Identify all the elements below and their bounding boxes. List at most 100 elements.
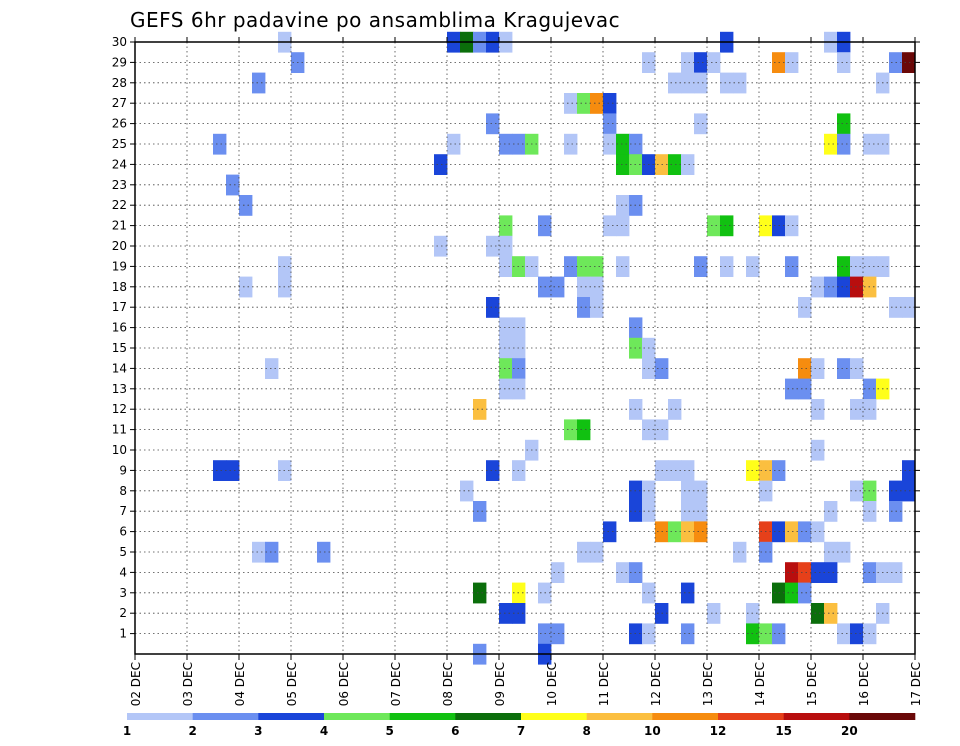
data-cell: [499, 133, 513, 155]
data-cell: [668, 399, 682, 420]
data-cell: [460, 480, 474, 502]
data-cell: [551, 623, 565, 645]
legend-swatch: [455, 713, 522, 720]
data-cell: [694, 52, 708, 73]
data-cell: [811, 439, 825, 461]
data-cell: [837, 358, 851, 379]
x-tick-label: 15 DEC: [805, 662, 819, 706]
legend-swatch: [521, 713, 587, 720]
x-tick-label: 05 DEC: [285, 662, 299, 706]
y-tick-label: 5: [119, 545, 127, 559]
y-tick-label: 12: [112, 402, 127, 416]
data-cell: [252, 541, 266, 563]
y-tick-label: 8: [119, 484, 127, 498]
y-tick-label: 3: [119, 586, 127, 600]
legend-label: 3: [254, 724, 262, 738]
data-cell: [499, 256, 513, 277]
y-tick-label: 14: [112, 361, 127, 375]
data-cell: [668, 460, 682, 481]
data-cell: [252, 72, 266, 94]
data-cell: [733, 72, 747, 94]
y-tick-label: 27: [112, 96, 127, 110]
data-cell: [733, 541, 747, 563]
data-cell: [811, 562, 825, 583]
data-cell: [824, 501, 838, 522]
legend-swatch: [389, 713, 456, 720]
data-cell: [720, 215, 734, 237]
y-tick-label: 29: [112, 55, 127, 69]
data-cell: [603, 133, 617, 155]
data-cell: [902, 480, 916, 502]
x-tick-label: 07 DEC: [389, 662, 403, 706]
data-cell: [837, 52, 851, 73]
data-cell: [551, 562, 565, 583]
data-cell: [785, 521, 799, 543]
legend-label: 2: [188, 724, 196, 738]
data-cell: [473, 501, 487, 522]
data-cell: [434, 154, 448, 175]
y-tick-label: 16: [112, 321, 127, 335]
data-cell: [824, 276, 838, 298]
gridlines: [135, 41, 915, 654]
data-cell: [785, 378, 799, 400]
y-tick-label: 1: [119, 627, 127, 641]
data-cell: [785, 256, 799, 277]
legend-swatch: [127, 713, 193, 720]
data-cell: [850, 358, 864, 379]
data-cell: [837, 276, 851, 298]
data-cell: [811, 521, 825, 543]
data-cell: [681, 52, 695, 73]
data-cell: [616, 215, 630, 237]
data-cell: [239, 276, 253, 298]
data-cell: [694, 72, 708, 94]
data-cell: [603, 113, 617, 135]
data-cell: [603, 521, 617, 543]
data-cell: [707, 603, 721, 624]
data-cell: [577, 541, 591, 563]
data-cell: [590, 256, 604, 277]
x-tick-label: 14 DEC: [753, 662, 767, 706]
data-cell: [837, 623, 851, 645]
data-cell: [447, 133, 461, 155]
data-cell: [850, 480, 864, 502]
legend-swatch: [783, 713, 850, 720]
data-cell: [850, 623, 864, 645]
data-cell: [486, 460, 500, 481]
x-tick-label: 10 DEC: [545, 662, 559, 706]
data-cell: [720, 72, 734, 94]
x-tick-label: 09 DEC: [493, 662, 507, 706]
x-tick-label: 17 DEC: [909, 662, 923, 706]
data-cell: [681, 582, 695, 604]
data-cell: [213, 460, 227, 481]
data-cell: [837, 541, 851, 563]
data-cell: [681, 72, 695, 94]
data-cell: [707, 215, 721, 237]
data-cell: [564, 133, 578, 155]
data-cell: [824, 541, 838, 563]
data-cell: [239, 195, 253, 216]
legend-label: 20: [841, 724, 858, 738]
data-cell: [681, 460, 695, 481]
data-cell: [837, 113, 851, 135]
y-tick-label: 4: [119, 565, 127, 579]
data-cell: [811, 358, 825, 379]
data-cell: [499, 337, 513, 359]
data-cell: [590, 297, 604, 318]
data-cell: [785, 582, 799, 604]
x-tick-label: 03 DEC: [181, 662, 195, 706]
y-tick-label: 24: [112, 157, 127, 171]
data-cell: [486, 297, 500, 318]
data-cell: [499, 603, 513, 624]
data-cell: [213, 133, 227, 155]
data-cell: [902, 297, 916, 318]
legend-swatch: [258, 713, 325, 720]
data-cell: [785, 215, 799, 237]
x-tick-label: 06 DEC: [337, 662, 351, 706]
data-cell: [681, 501, 695, 522]
data-cell: [694, 480, 708, 502]
data-cell: [798, 378, 812, 400]
data-cell: [499, 378, 513, 400]
data-cell: [564, 93, 578, 114]
legend-swatch: [586, 713, 653, 720]
